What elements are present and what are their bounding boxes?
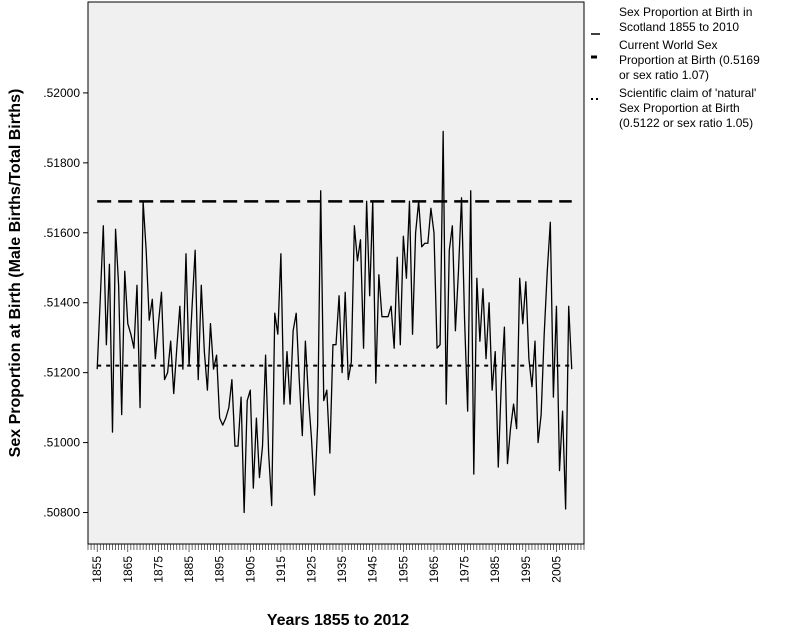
y-tick-label: .51600: [43, 226, 80, 240]
x-axis: 1855 1865 1875 1885 1895 1905 1915 1925 1935 1945…: [87, 544, 585, 583]
y-tick-label: .51800: [43, 156, 80, 170]
y-tick-label: .50800: [43, 506, 80, 520]
y-axis: .50800 .51000 .51200 .51400 .51600 .51800 .520…: [43, 86, 88, 520]
x-tick-label: 1855: [90, 556, 104, 583]
y-tick-label: .51000: [43, 436, 80, 450]
legend-label: Scientific claim of 'natural': [619, 86, 756, 100]
x-tick-label: 1995: [519, 556, 533, 583]
x-tick-label: 1865: [121, 556, 135, 583]
x-axis-title: Years 1855 to 2012: [267, 612, 409, 629]
x-tick-label: 1975: [458, 556, 472, 583]
x-tick-label: 1965: [427, 556, 441, 583]
legend-label: Sex Proportion at Birth in: [619, 5, 752, 19]
x-tick-label: 1945: [366, 556, 380, 583]
x-tick-label: 1885: [182, 556, 196, 583]
reference-lines: [97, 200, 572, 367]
x-tick-label: 1985: [488, 556, 502, 583]
plot-area: [87, 1, 585, 545]
series-lines: [96, 130, 573, 514]
y-tick-label: .52000: [43, 86, 80, 100]
y-tick-label: .51200: [43, 366, 80, 380]
x-tick-label: 2005: [549, 556, 563, 583]
legend-label: Sex Proportion at Birth: [619, 101, 740, 115]
legend-label: Proportion at Birth (0.5169: [619, 53, 760, 67]
x-tick-label: 1875: [151, 556, 165, 583]
legend-label: Current World Sex: [619, 38, 717, 52]
legend-label: Scotland 1855 to 2010: [619, 20, 739, 34]
x-tick-label: 1935: [335, 556, 349, 583]
y-axis-title: Sex Proportion at Birth (Male Births/Tot…: [7, 89, 24, 458]
scotland-series-line: [96, 130, 573, 514]
legend-label: (0.5122 or sex ratio 1.05): [619, 116, 753, 130]
x-tick-label: 1915: [274, 556, 288, 583]
x-tick-label: 1905: [243, 556, 257, 583]
x-tick-label: 1895: [213, 556, 227, 583]
x-tick-label: 1925: [305, 556, 319, 583]
y-tick-label: .51400: [43, 296, 80, 310]
x-tick-label: 1955: [396, 556, 410, 583]
legend-label: or sex ratio 1.07): [619, 68, 709, 82]
